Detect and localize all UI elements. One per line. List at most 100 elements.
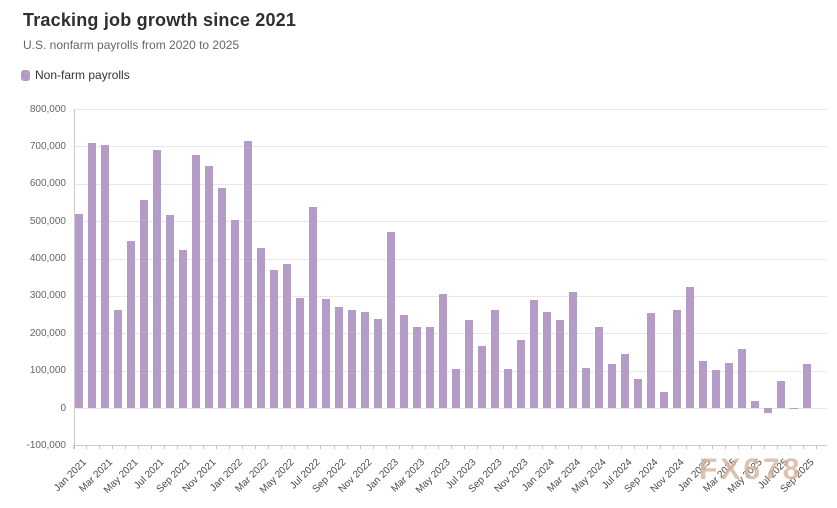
bar-aug-2023[interactable] <box>477 346 487 408</box>
x-axis-tick <box>803 445 805 450</box>
bar-nov-2023[interactable] <box>516 339 526 408</box>
x-axis-tick <box>98 445 100 450</box>
x-axis-tick <box>216 445 218 450</box>
bar-mar-2021[interactable] <box>100 144 110 408</box>
bar-jun-2024[interactable] <box>607 363 617 408</box>
bar-mar-2022[interactable] <box>256 248 266 408</box>
bar-sep-2021[interactable] <box>178 249 188 408</box>
bar-jul-2021[interactable] <box>152 150 162 408</box>
bar-sep-2024[interactable] <box>646 312 656 408</box>
x-axis-tick <box>111 445 113 450</box>
bar-feb-2022[interactable] <box>243 141 253 408</box>
bar-nov-2021[interactable] <box>204 166 214 408</box>
bar-mar-2023[interactable] <box>412 326 422 408</box>
x-axis-tick <box>620 445 622 450</box>
x-axis-tick <box>764 445 766 450</box>
x-axis-tick <box>581 445 583 450</box>
x-axis-tick <box>725 445 726 450</box>
legend-item-nonfarm-payrolls[interactable]: Non-farm payrolls <box>21 68 130 82</box>
x-axis-tick <box>816 445 818 450</box>
x-axis-tick <box>738 445 740 450</box>
bar-sep-2022[interactable] <box>334 307 344 408</box>
x-axis-tick <box>777 445 779 450</box>
bar-apr-2023[interactable] <box>425 326 435 408</box>
bar-feb-2021[interactable] <box>87 142 97 408</box>
x-axis-tick <box>633 445 635 450</box>
legend-swatch-icon <box>21 69 30 81</box>
x-axis-tick <box>424 445 426 450</box>
x-axis-tick <box>698 445 700 450</box>
bar-may-2025[interactable] <box>750 400 760 408</box>
x-axis-tick <box>398 445 400 450</box>
bar-feb-2023[interactable] <box>399 315 409 408</box>
bar-apr-2024[interactable] <box>581 367 591 408</box>
bar-apr-2025[interactable] <box>737 348 747 408</box>
bar-jul-2024[interactable] <box>620 354 630 408</box>
y-axis-label: 200,000 <box>29 327 66 339</box>
bar-feb-2025[interactable] <box>711 369 721 408</box>
bar-jun-2021[interactable] <box>139 199 149 408</box>
bar-sep-2023[interactable] <box>490 310 500 408</box>
bar-may-2022[interactable] <box>282 264 292 408</box>
gridline <box>74 109 827 110</box>
bar-apr-2021[interactable] <box>113 309 123 408</box>
gridline <box>74 333 827 335</box>
x-axis-tick <box>464 445 465 450</box>
bar-aug-2025[interactable] <box>789 408 799 410</box>
bar-dec-2021[interactable] <box>217 188 227 408</box>
bar-may-2024[interactable] <box>594 327 604 408</box>
bar-oct-2024[interactable] <box>659 391 669 408</box>
bar-jan-2022[interactable] <box>230 219 240 408</box>
x-axis-tick <box>72 445 74 450</box>
bar-sep-2025[interactable] <box>802 363 812 408</box>
bar-oct-2023[interactable] <box>503 368 513 408</box>
gridline <box>74 146 827 148</box>
y-axis-label: 500,000 <box>29 215 66 227</box>
bar-apr-2022[interactable] <box>269 270 279 408</box>
bar-jul-2023[interactable] <box>464 319 474 408</box>
bar-aug-2021[interactable] <box>165 214 175 408</box>
bar-feb-2024[interactable] <box>555 319 565 408</box>
bar-jan-2021[interactable] <box>74 213 84 408</box>
bar-jul-2025[interactable] <box>776 381 786 408</box>
bar-aug-2022[interactable] <box>321 298 331 408</box>
gridline <box>74 183 827 185</box>
y-axis-label: 700,000 <box>29 140 66 152</box>
bar-mar-2025[interactable] <box>724 363 734 408</box>
bar-jun-2022[interactable] <box>295 298 305 408</box>
bar-jan-2025[interactable] <box>698 361 708 408</box>
gridline <box>74 370 827 372</box>
y-axis-label: -100,000 <box>26 439 66 451</box>
bar-oct-2021[interactable] <box>191 154 201 408</box>
bar-oct-2022[interactable] <box>347 310 357 408</box>
x-axis-tick <box>372 445 374 450</box>
bar-nov-2024[interactable] <box>672 310 682 408</box>
bar-jun-2023[interactable] <box>451 368 461 408</box>
bar-dec-2022[interactable] <box>373 318 383 408</box>
gridline <box>74 295 827 297</box>
x-axis-tick <box>542 445 544 450</box>
x-axis-tick <box>503 445 505 450</box>
bar-jan-2023[interactable] <box>386 231 396 408</box>
x-axis-tick <box>450 445 452 450</box>
bar-jan-2024[interactable] <box>542 312 552 408</box>
bar-nov-2022[interactable] <box>360 311 370 408</box>
bar-jul-2022[interactable] <box>308 207 318 408</box>
bar-aug-2024[interactable] <box>633 378 643 408</box>
bar-dec-2023[interactable] <box>529 299 539 408</box>
bar-mar-2024[interactable] <box>568 292 578 408</box>
bar-dec-2024[interactable] <box>685 287 695 408</box>
gridline <box>74 408 827 409</box>
x-axis-tick <box>137 445 139 450</box>
bar-jun-2025[interactable] <box>763 408 773 413</box>
bar-may-2023[interactable] <box>438 293 448 408</box>
x-axis-tick <box>242 445 244 450</box>
x-axis-tick <box>790 445 792 450</box>
x-axis-tick <box>333 445 335 450</box>
gridline <box>74 258 827 260</box>
bar-may-2021[interactable] <box>126 240 136 408</box>
x-axis-tick <box>672 445 674 450</box>
x-axis-tick <box>711 445 713 450</box>
y-axis-label: 300,000 <box>29 290 66 302</box>
x-axis-tick <box>477 445 479 450</box>
